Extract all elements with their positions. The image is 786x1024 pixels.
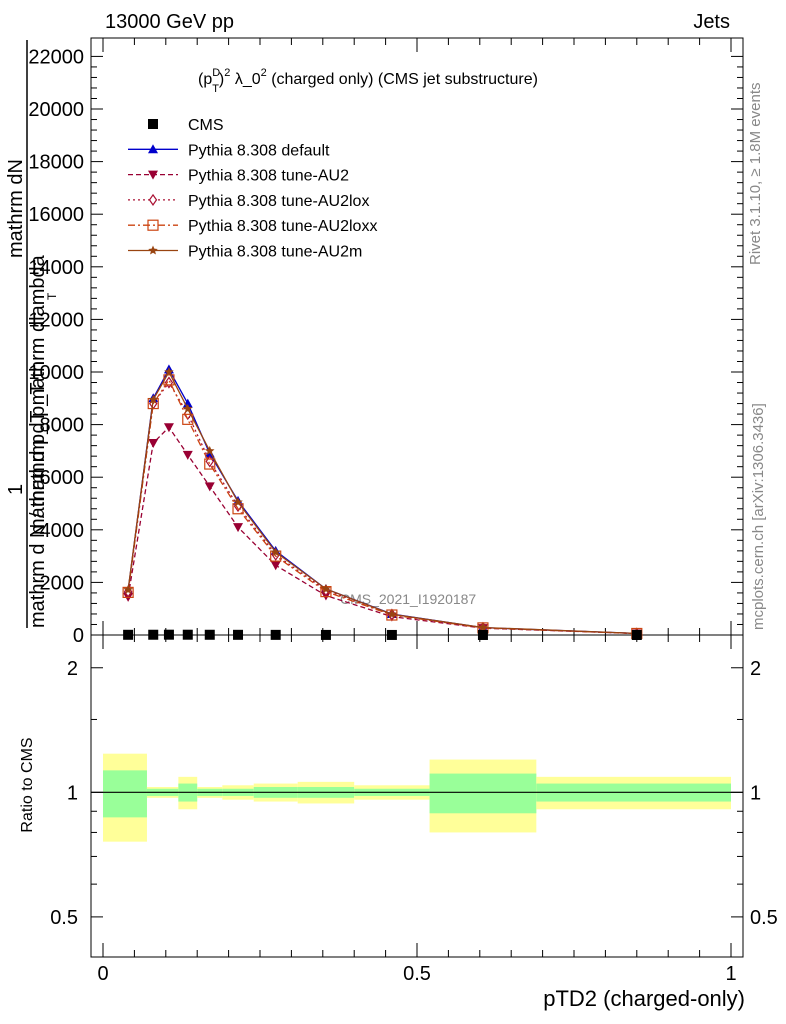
ylabel-sub: T — [45, 292, 59, 300]
ylabel-line-4: mathrm d N / mathrm d p_T — [27, 382, 49, 628]
cms-point — [163, 629, 174, 640]
ratio-tick-label: 1 — [67, 782, 78, 804]
y-tick-label: 6000 — [40, 467, 85, 489]
cms-point — [477, 629, 488, 640]
y-tick-label: 20000 — [28, 99, 84, 121]
ratio-band-green — [429, 773, 537, 814]
y-tick-label: 12000 — [28, 309, 84, 331]
legend-item: Pythia 8.308 tune-AU2lox — [128, 193, 369, 210]
y-tick-label: 18000 — [28, 152, 84, 174]
ratio-y-label: Ratio to CMS — [19, 737, 36, 832]
cms-point — [233, 629, 244, 640]
ratio-tick-label-right: 2 — [750, 658, 761, 680]
series-marker — [164, 367, 174, 377]
series-marker — [148, 170, 158, 180]
series-marker — [183, 403, 193, 413]
y-tick-label: 16000 — [28, 204, 84, 226]
x-axis-label: pTD2 (charged-only) — [543, 986, 745, 1011]
ratio-band-green — [103, 770, 147, 818]
ratio-tick-label: 0.5 — [50, 907, 78, 929]
legend-item: Pythia 8.308 tune-AU2 — [128, 168, 349, 185]
legend-label: CMS — [188, 117, 224, 134]
cms-point — [204, 629, 215, 640]
ratio-tick-label-right: 0.5 — [750, 907, 778, 929]
legend-label: Pythia 8.308 tune-AU2lox — [188, 193, 369, 210]
series-marker — [148, 119, 158, 129]
cms-point — [386, 629, 397, 640]
series-marker — [478, 622, 488, 632]
x-tick-label: 1 — [725, 963, 736, 985]
series-marker — [163, 423, 174, 433]
series-marker — [204, 458, 216, 470]
analysis-watermark: CMS_2021_I1920187 — [340, 591, 476, 607]
series-marker — [148, 245, 158, 255]
series-4 — [123, 367, 642, 638]
ylabel-line-2: mathrm d p_T mathrm dlambda — [27, 254, 49, 535]
y-tick-label: 22000 — [28, 46, 84, 68]
header-left: 13000 GeV pp — [105, 11, 234, 33]
legend-item: Pythia 8.308 tune-AU2m — [128, 244, 362, 261]
ylabel-line-1: mathrm dN — [5, 159, 27, 258]
legend-item: CMS — [148, 117, 224, 134]
legend: CMS Pythia 8.308 default Pythia 8.308 tune… — [128, 117, 377, 261]
cms-point — [320, 629, 331, 640]
cms-point — [270, 629, 281, 640]
mcplots-label: mcplots.cern.ch [arXiv:1306.3436] — [750, 403, 767, 630]
series-marker — [147, 219, 159, 231]
series-line — [127, 378, 637, 635]
legend-item: Pythia 8.308 default — [128, 142, 330, 159]
rivet-label: Rivet 3.1.10, ≥ 1.8M events — [747, 83, 764, 266]
cms-point — [148, 629, 159, 640]
cms-point — [182, 629, 193, 640]
ylabel-line-3: 1 — [5, 484, 27, 495]
cms-data-points — [123, 629, 642, 640]
series-marker — [205, 445, 215, 455]
cms-point — [123, 629, 134, 640]
x-tick-label: 0.5 — [403, 963, 431, 985]
series-marker — [148, 193, 158, 206]
series-marker — [204, 482, 215, 492]
y-tick-label: 14000 — [28, 257, 84, 279]
y-tick-label: 4000 — [40, 520, 85, 542]
series-marker — [233, 523, 244, 533]
legend-label: Pythia 8.308 tune-AU2 — [188, 168, 349, 185]
legend-label: Pythia 8.308 default — [188, 142, 330, 159]
series-marker — [233, 497, 243, 507]
main-y-axis: 0 2000 4000 6000 8000 10000 12000 14000 16000 180… — [28, 46, 743, 647]
y-tick-label: 8000 — [40, 415, 85, 437]
series-marker — [270, 561, 281, 571]
main-y-label: mathrm dN mathrm d p_T mathrm dlambda T … — [5, 40, 59, 628]
y-tick-label: 10000 — [28, 362, 84, 384]
legend-label: Pythia 8.308 tune-AU2m — [188, 244, 362, 261]
x-axis: 0 0.5 1 — [97, 38, 737, 985]
cms-point — [631, 629, 642, 640]
plot-title: (pD T)2 λ_02 (charged only) (CMS jet subs… — [198, 67, 538, 95]
ratio-tick-label-right: 1 — [750, 782, 761, 804]
ratio-bands — [103, 753, 731, 842]
ratio-tick-label: 2 — [67, 658, 78, 680]
series-marker — [270, 547, 281, 557]
series-marker — [387, 609, 397, 619]
x-tick-label: 0 — [97, 963, 108, 985]
series-marker — [182, 450, 193, 460]
series-marker — [123, 584, 133, 594]
y-tick-label: 2000 — [40, 572, 85, 594]
legend-item: Pythia 8.308 tune-AU2loxx — [128, 218, 377, 235]
header-right: Jets — [693, 11, 730, 33]
series-marker — [148, 439, 159, 449]
y-tick-label: 0 — [73, 625, 84, 647]
ratio-y-axis: 0.5 0.5 1 1 2 2 — [50, 658, 778, 929]
series-marker — [321, 583, 331, 594]
series-marker — [148, 394, 158, 404]
series-layer — [122, 364, 643, 640]
series-marker — [148, 144, 158, 154]
legend-label: Pythia 8.308 tune-AU2loxx — [188, 218, 377, 235]
